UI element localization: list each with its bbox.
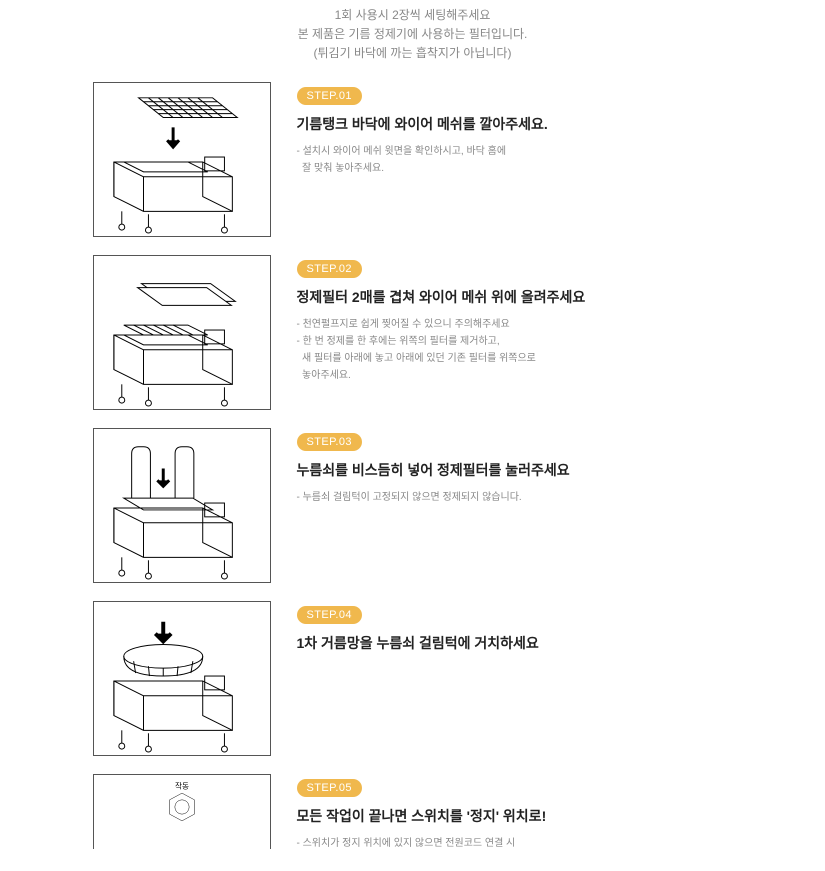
step-illustration: 작동 [93, 774, 271, 849]
intro-line: 본 제품은 기름 정제기에 사용하는 필터입니다. [0, 25, 825, 44]
step-title: 누름쇠를 비스듬히 넣어 정제필터를 눌러주세요 [297, 461, 733, 481]
step-row: 작동 STEP.05 모든 작업이 끝나면 스위치를 '정지' 위치로! - 스… [93, 774, 733, 854]
step-badge: STEP.05 [297, 779, 362, 797]
step-body: STEP.04 1차 거름망을 누름쇠 걸림턱에 거치하세요 [297, 601, 733, 664]
step-body: STEP.03 누름쇠를 비스듬히 넣어 정제필터를 눌러주세요 - 누름쇠 걸… [297, 428, 733, 508]
step-title: 모든 작업이 끝나면 스위치를 '정지' 위치로! [297, 807, 733, 827]
step-note: - 누름쇠 걸림턱이 고정되지 않으면 정제되지 않습니다. [297, 490, 733, 506]
step-row: STEP.01 기름탱크 바닥에 와이어 메쉬를 깔아주세요. - 설치시 와이… [93, 82, 733, 237]
fryer-filter-icon [94, 256, 270, 409]
step-body: STEP.05 모든 작업이 끝나면 스위치를 '정지' 위치로! - 스위치가… [297, 774, 733, 854]
step-note: - 천연펄프지로 쉽게 찢어질 수 있으니 주의해주세요 [297, 317, 733, 333]
step-notes: - 스위치가 정지 위치에 있지 않으면 전원코드 연결 시 [297, 836, 733, 852]
fryer-press-icon [94, 429, 270, 582]
step-notes: - 누름쇠 걸림턱이 고정되지 않으면 정제되지 않습니다. [297, 490, 733, 506]
step-body: STEP.01 기름탱크 바닥에 와이어 메쉬를 깔아주세요. - 설치시 와이… [297, 82, 733, 179]
intro-block: 1회 사용시 2장씩 세팅해주세요 본 제품은 기름 정제기에 사용하는 필터입… [0, 0, 825, 82]
step-notes: - 설치시 와이어 메쉬 윗면을 확인하시고, 바닥 홈에 잘 맞춰 놓아주세요… [297, 144, 733, 177]
fryer-mesh-icon [94, 83, 270, 236]
step-row: STEP.04 1차 거름망을 누름쇠 걸림턱에 거치하세요 [93, 601, 733, 756]
intro-line: 1회 사용시 2장씩 세팅해주세요 [0, 6, 825, 25]
step-badge: STEP.04 [297, 606, 362, 624]
switch-dial-icon: 작동 [94, 775, 270, 849]
step-title: 1차 거름망을 누름쇠 걸림턱에 거치하세요 [297, 634, 733, 654]
step-badge: STEP.03 [297, 433, 362, 451]
step-illustration [93, 428, 271, 583]
step-note: - 한 번 정제를 한 후에는 위쪽의 필터를 제거하고, [297, 334, 733, 350]
step-note: 새 필터를 아래에 놓고 아래에 있던 기존 필터를 위쪽으로 [297, 351, 733, 367]
step-row: STEP.03 누름쇠를 비스듬히 넣어 정제필터를 눌러주세요 - 누름쇠 걸… [93, 428, 733, 583]
steps-container: STEP.01 기름탱크 바닥에 와이어 메쉬를 깔아주세요. - 설치시 와이… [93, 82, 733, 854]
step-row: STEP.02 정제필터 2매를 겹쳐 와이어 메쉬 위에 올려주세요 - 천연… [93, 255, 733, 410]
step-title: 정제필터 2매를 겹쳐 와이어 메쉬 위에 올려주세요 [297, 288, 733, 308]
intro-line: (튀김기 바닥에 까는 흡착지가 아닙니다) [0, 44, 825, 63]
step-illustration [93, 255, 271, 410]
step-badge: STEP.01 [297, 87, 362, 105]
step-illustration [93, 601, 271, 756]
step-note: 놓아주세요. [297, 368, 733, 384]
step-illustration [93, 82, 271, 237]
step-notes: - 천연펄프지로 쉽게 찢어질 수 있으니 주의해주세요 - 한 번 정제를 한… [297, 317, 733, 384]
step-badge: STEP.02 [297, 260, 362, 278]
svg-text:작동: 작동 [174, 780, 188, 790]
step-body: STEP.02 정제필터 2매를 겹쳐 와이어 메쉬 위에 올려주세요 - 천연… [297, 255, 733, 386]
step-note: 잘 맞춰 놓아주세요. [297, 161, 733, 177]
step-title: 기름탱크 바닥에 와이어 메쉬를 깔아주세요. [297, 115, 733, 135]
fryer-basket-icon [94, 602, 270, 755]
step-note: - 스위치가 정지 위치에 있지 않으면 전원코드 연결 시 [297, 836, 733, 852]
step-note: - 설치시 와이어 메쉬 윗면을 확인하시고, 바닥 홈에 [297, 144, 733, 160]
